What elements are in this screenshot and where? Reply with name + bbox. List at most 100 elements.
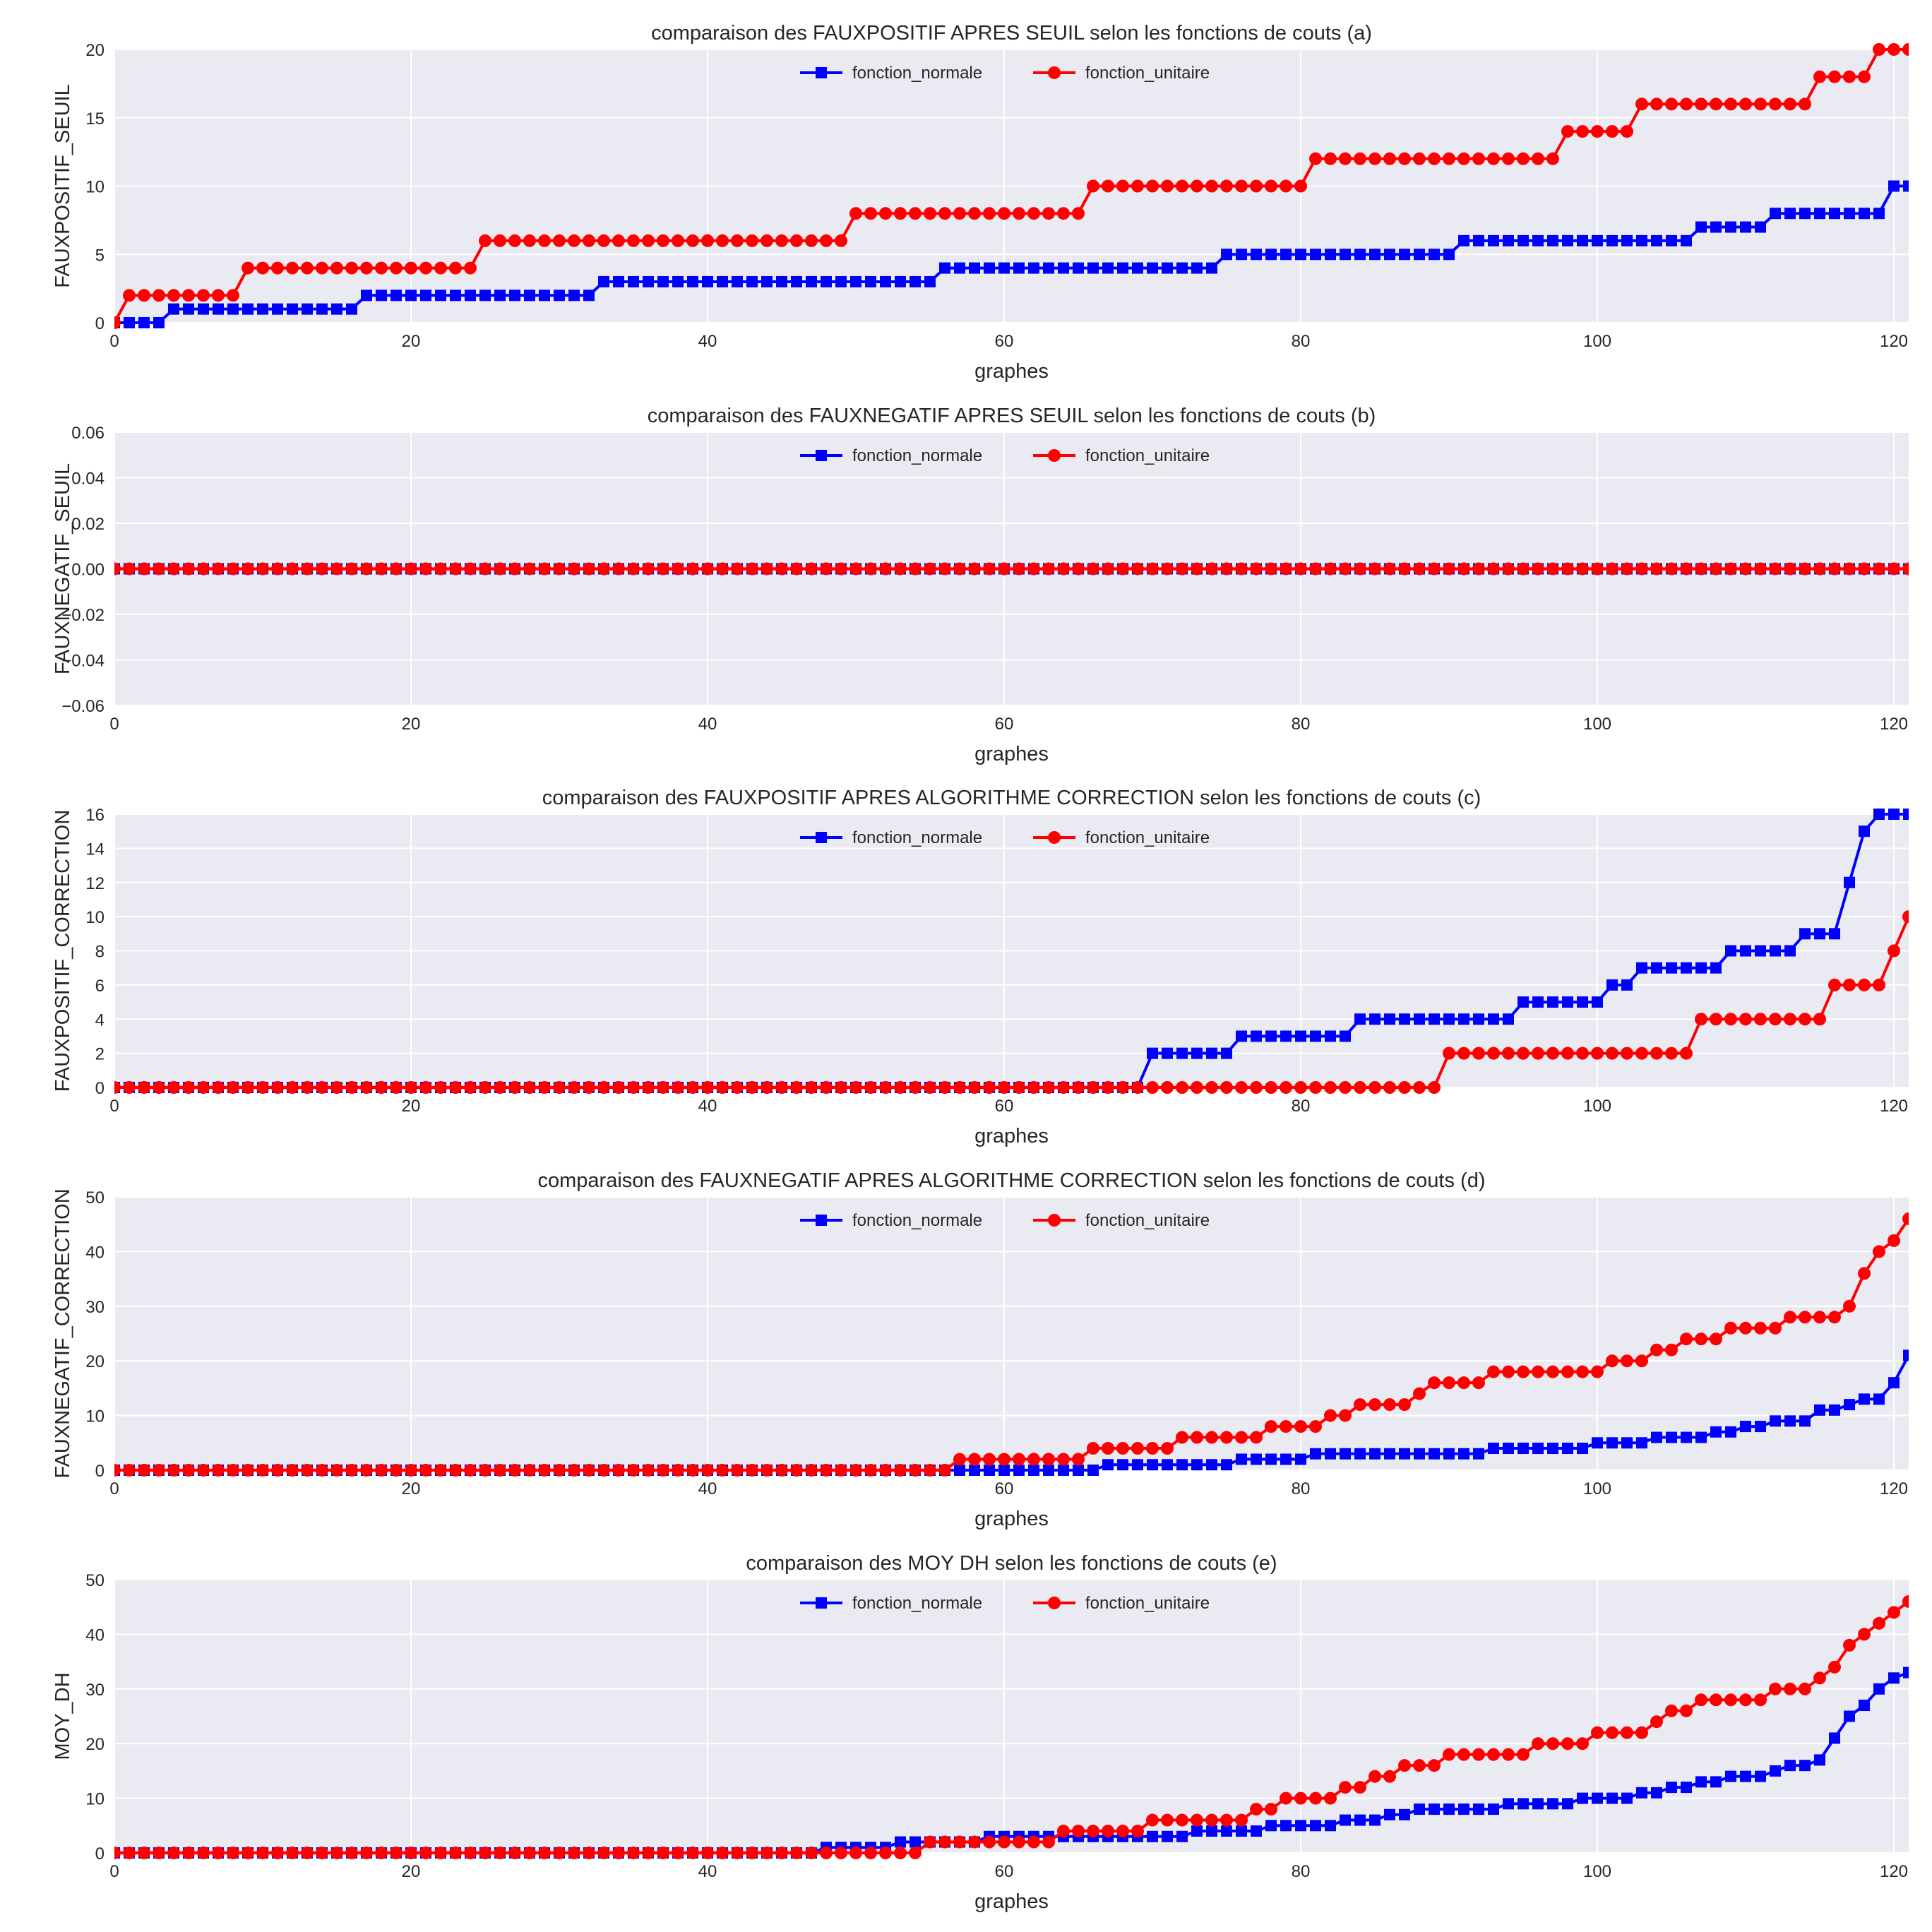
fonction_normale-point [1517, 1798, 1529, 1810]
fonction_normale-point [1740, 221, 1751, 233]
fonction_unitaire-point [805, 562, 818, 576]
fonction_normale-point [1799, 1415, 1811, 1427]
fonction_unitaire-point [1754, 562, 1767, 576]
fonction_unitaire-point [894, 1081, 907, 1094]
fonction_unitaire-point [1057, 1825, 1070, 1838]
fonction_normale-point [1325, 1448, 1336, 1460]
fonction_unitaire-point [1087, 1442, 1099, 1455]
fonction_normale-point [1532, 996, 1544, 1008]
fonction_normale-point [1236, 1030, 1247, 1042]
fonction_unitaire-point [1769, 1682, 1782, 1695]
fonction_unitaire-point [1191, 1431, 1203, 1444]
fonction_normale-point [1325, 1030, 1336, 1042]
fonction_normale-point [1577, 234, 1588, 246]
fonction_normale-point [1236, 1825, 1247, 1837]
fonction_normale-point [1176, 1047, 1188, 1059]
fonction_unitaire-point [953, 1081, 966, 1094]
y-tick-label: 0.06 [71, 424, 105, 443]
fonction_normale-point [1888, 809, 1900, 820]
y-tick-label: 40 [85, 1243, 105, 1262]
y-tick-label: 10 [85, 178, 105, 197]
fonction_unitaire-point [849, 1464, 862, 1477]
fonction_normale-point [1369, 1814, 1381, 1826]
fonction_unitaire-point [271, 562, 284, 576]
fonction_unitaire-point [390, 1081, 402, 1094]
fonction_normale-point [1132, 1459, 1143, 1471]
fonction_unitaire-point [612, 1464, 625, 1477]
fonction_unitaire-point [612, 1847, 625, 1859]
fonction_unitaire-point [1042, 1835, 1055, 1849]
fonction_unitaire-point [508, 1464, 521, 1477]
fonction_unitaire-point [1146, 1442, 1159, 1455]
fonction_normale-point [1265, 1453, 1277, 1465]
fonction_unitaire-point [1739, 562, 1752, 576]
fonction_unitaire-point [1250, 1431, 1263, 1444]
fonction_normale-point [1606, 234, 1618, 246]
fonction_unitaire-point [790, 562, 803, 576]
fonction_unitaire-point [998, 562, 1010, 576]
fonction_unitaire-point [1250, 562, 1263, 576]
fonction_unitaire-point [345, 261, 358, 275]
fonction_unitaire-point [1220, 562, 1233, 576]
fonction_unitaire-point [583, 1464, 595, 1477]
fonction_normale-point [1429, 249, 1440, 261]
fonction_normale-point [1310, 1820, 1321, 1832]
fonction_unitaire-point [909, 207, 922, 220]
fonction_normale-point [1710, 1776, 1722, 1788]
y-tick-label: 0.00 [71, 561, 105, 580]
fonction_unitaire-point [983, 562, 996, 576]
fonction_unitaire-point [1087, 1081, 1099, 1094]
fonction_unitaire-point [227, 289, 239, 302]
fonction_normale-point [1087, 262, 1099, 274]
fonction_normale-point [1488, 1803, 1499, 1815]
legend-marker [816, 67, 827, 78]
fonction_unitaire-point [968, 207, 981, 220]
fonction_unitaire-point [1383, 1081, 1396, 1094]
fonction_unitaire-point [479, 1464, 491, 1477]
fonction_unitaire-point [1280, 1081, 1292, 1094]
fonction_unitaire-point [1710, 97, 1722, 111]
fonction_unitaire-point [197, 1847, 210, 1859]
fonction_unitaire-point [405, 562, 417, 576]
legend-marker [1048, 66, 1061, 79]
fonction_normale-point [1918, 139, 1929, 150]
fonction_unitaire-point [1176, 562, 1188, 576]
plot-title: comparaison des FAUXNEGATIF APRES ALGORI… [538, 1169, 1486, 1192]
fonction_normale-point [1443, 1448, 1455, 1460]
fonction_unitaire-point [114, 316, 121, 329]
legend: fonction_normale fonction_unitaire [800, 828, 1210, 847]
fonction_unitaire-point [1428, 152, 1441, 165]
fonction_unitaire-point [1828, 70, 1841, 83]
fonction_normale-point [1132, 262, 1143, 274]
fonction_unitaire-point [345, 1847, 358, 1859]
fonction_normale-point [1903, 1666, 1909, 1678]
fonction_unitaire-point [1635, 1726, 1648, 1739]
fonction_normale-point [1117, 262, 1128, 274]
fonction_unitaire-point [1621, 1726, 1633, 1739]
fonction_unitaire-point [1235, 1081, 1248, 1094]
fonction_unitaire-point [1324, 152, 1337, 165]
fonction_normale-point [1562, 234, 1573, 246]
fonction_unitaire-point [1176, 1081, 1188, 1094]
fonction_unitaire-point [1146, 1813, 1159, 1827]
x-tick-label: 100 [1583, 1862, 1611, 1881]
fonction_unitaire-point [864, 562, 877, 576]
fonction_unitaire-point [256, 1464, 269, 1477]
fonction_unitaire-point [227, 1081, 239, 1094]
fonction_unitaire-point [434, 1847, 447, 1859]
fonction_unitaire-point [1665, 562, 1678, 576]
fonction_normale-point [1384, 1448, 1395, 1460]
fonction_normale-point [1073, 262, 1084, 274]
fonction_normale-point [1073, 1465, 1084, 1476]
fonction_unitaire-point [1191, 1813, 1203, 1827]
fonction_unitaire-point [197, 289, 210, 302]
fonction_normale-point [524, 290, 535, 302]
fonction_unitaire-point [968, 1835, 981, 1849]
fonction_unitaire-point [1576, 1046, 1589, 1060]
fonction_unitaire-point [1695, 562, 1707, 576]
fonction_normale-point [628, 275, 639, 287]
fonction_unitaire-point [523, 234, 536, 247]
fonction_normale-point [1770, 945, 1781, 957]
fonction_normale-point [1340, 1448, 1351, 1460]
fonction_unitaire-point [1650, 562, 1663, 576]
